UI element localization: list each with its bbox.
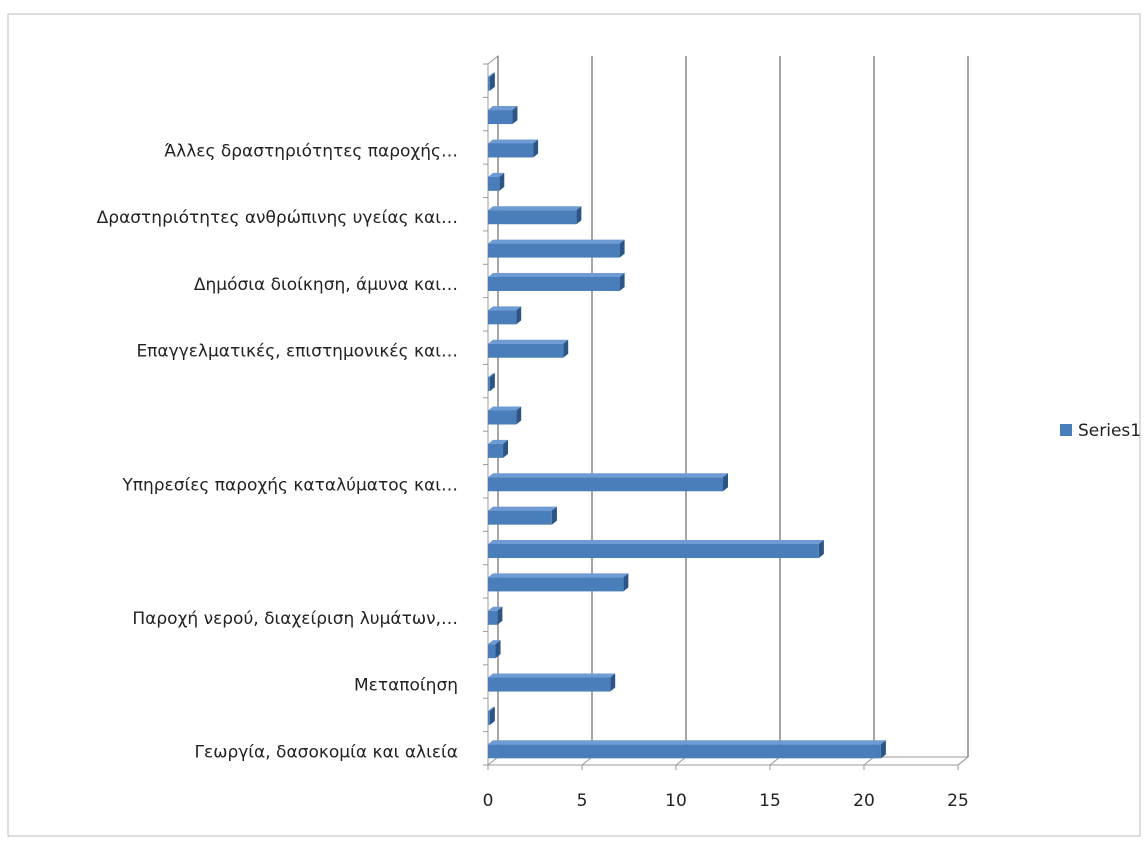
bar (488, 477, 723, 492)
floor-line (675, 756, 687, 766)
bar (488, 644, 496, 659)
bar-top (488, 706, 495, 711)
chart-border (7, 13, 1141, 837)
bar-side (503, 439, 509, 458)
bar (488, 343, 564, 358)
bar-top (488, 540, 824, 545)
bar-top (488, 139, 539, 144)
bar-top (488, 606, 503, 611)
bar-top (488, 373, 495, 378)
legend-label: Series1 (1078, 421, 1141, 441)
bar-top (488, 740, 886, 745)
y-tick-label: Γεωργία, δασοκομία και αλιεία (195, 742, 458, 762)
floor-line (863, 756, 875, 766)
bar-side (723, 473, 728, 492)
bar-top (488, 339, 569, 344)
bar (488, 176, 500, 191)
bar-top (488, 306, 522, 311)
bar-side (619, 239, 625, 258)
bar (488, 710, 490, 725)
bar (488, 443, 504, 458)
bar-side (563, 339, 569, 358)
bar-top (488, 239, 625, 244)
y-tick-label: Παροχή νερού, διαχείριση λυμάτων,… (132, 609, 458, 629)
bar (488, 677, 611, 692)
x-tick-label: 10 (665, 791, 687, 811)
bar-top (488, 406, 522, 411)
bar-side (497, 606, 503, 625)
x-tick-label: 25 (947, 791, 969, 811)
bar-side (516, 406, 522, 425)
bar (488, 577, 624, 592)
bar (488, 276, 620, 291)
bar (488, 610, 498, 625)
bar-side (489, 706, 495, 725)
bar (488, 544, 819, 559)
bar-side (489, 72, 495, 91)
bar-top (488, 573, 629, 578)
bar-side (551, 506, 557, 525)
y-tick-label: Επαγγελματικές, επιστημονικές και… (136, 342, 458, 362)
y-tick-label: Δημόσια διοίκηση, άμυνα και… (194, 275, 458, 295)
y-tick-label: Μεταποίηση (354, 676, 458, 696)
bar (488, 744, 881, 759)
bar (488, 143, 534, 158)
bar-side (489, 373, 495, 392)
bar (488, 310, 517, 325)
y-tick-label: Άλλες δραστηριότητες παροχής… (164, 141, 458, 161)
bar-top (488, 72, 495, 77)
bar-top (488, 106, 518, 111)
floor-line (957, 756, 969, 766)
floor-line (769, 756, 781, 766)
bar-top (488, 473, 728, 478)
x-tick-label: 5 (577, 791, 588, 811)
bar-top (488, 172, 505, 177)
bar-side (576, 206, 582, 225)
floor-line (581, 756, 593, 766)
bar (488, 76, 490, 91)
bar-top (488, 439, 509, 444)
bar-side (516, 306, 522, 325)
bar-top (488, 640, 501, 645)
bar (488, 210, 577, 225)
bar-top (488, 206, 582, 211)
bar-side (499, 172, 505, 191)
bar (488, 510, 552, 525)
legend-swatch (1060, 424, 1072, 436)
floor-line (487, 756, 499, 766)
bar (488, 243, 620, 258)
bar (488, 410, 517, 425)
bar-side (512, 106, 518, 125)
bar-side (818, 540, 824, 559)
bar-top (488, 673, 616, 678)
bar (488, 377, 490, 392)
bar-side (495, 640, 501, 659)
bar-side (610, 673, 616, 692)
bar-side (880, 740, 886, 759)
y-tick-label: Υπηρεσίες παροχής καταλύματος και… (121, 475, 458, 495)
bar (488, 110, 513, 125)
bar-side (623, 573, 629, 592)
bar-side (533, 139, 539, 158)
y-tick-label: Δραστηριότητες ανθρώπινης υγείας και… (97, 208, 458, 228)
bar-side (619, 272, 625, 291)
x-tick-label: 15 (759, 791, 781, 811)
bar-top (488, 506, 557, 511)
x-tick-label: 0 (483, 791, 494, 811)
bar-top (488, 272, 625, 277)
x-tick-label: 20 (853, 791, 875, 811)
